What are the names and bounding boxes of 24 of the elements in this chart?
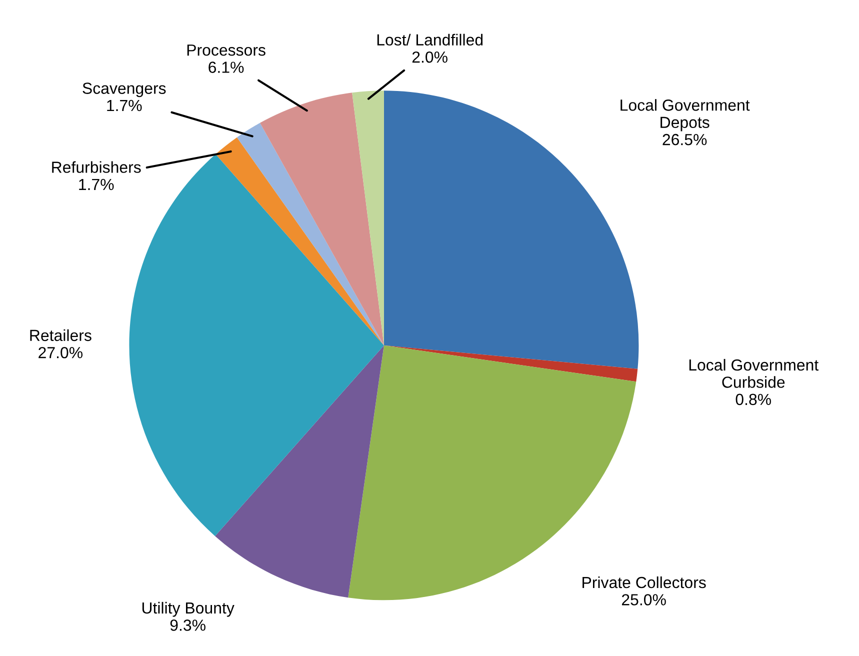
- pie-slice: [352, 90, 384, 346]
- data-label: 27.0%: [38, 346, 83, 358]
- data-label: 1.7%: [107, 100, 142, 112]
- pie-slice: [215, 345, 384, 598]
- slice-label: Refurbishers: [52, 161, 141, 173]
- slice-label: Local Government Depots: [620, 99, 750, 132]
- pie-slice: [384, 345, 638, 382]
- data-label: 1.7%: [79, 178, 114, 190]
- slice-label: Scavengers: [82, 82, 166, 98]
- pie-slice: [216, 137, 384, 346]
- slice-label: Processors: [187, 44, 266, 56]
- pie-slice: [236, 122, 384, 346]
- data-label: 9.3%: [170, 620, 206, 631]
- data-label: 6.1%: [208, 62, 244, 73]
- slice-label: Retailers: [30, 329, 92, 342]
- slice-label: Utility Bounty: [142, 602, 234, 617]
- slice-label: Private Collectors: [582, 576, 706, 588]
- data-label: 25.0%: [622, 594, 666, 606]
- data-label: 26.5%: [662, 134, 707, 146]
- slice-label: Local Government Curbside: [689, 358, 819, 388]
- slice-label: Lost/ Landfilled: [377, 34, 483, 46]
- data-label: 2.0%: [412, 51, 448, 63]
- data-label: 0.8%: [736, 394, 771, 406]
- pie-slice: [260, 92, 384, 346]
